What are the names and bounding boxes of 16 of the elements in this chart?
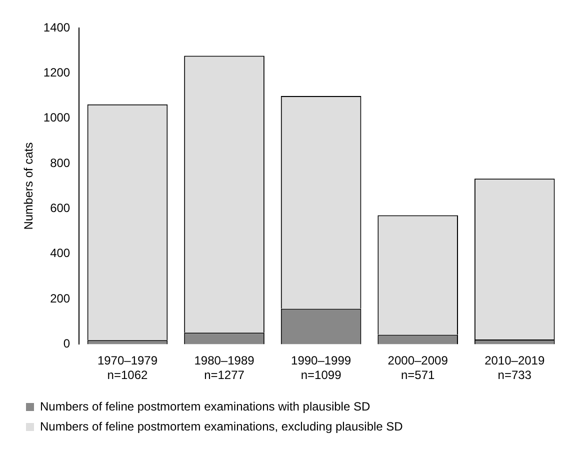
y-tick-label: 1200 (43, 65, 70, 80)
y-tick-label: 0 (63, 336, 70, 351)
x-tick-label: 2000–2009 n=571 (388, 354, 448, 382)
legend-label: Numbers of feline postmortem examinations, excluding plausible SD (40, 419, 404, 434)
x-tick-label: 1970–1979 n=1062 (97, 354, 158, 382)
y-tick-label: 1000 (43, 110, 70, 125)
y-tick-label: 400 (50, 246, 70, 260)
legend-label: Numbers of feline postmortem examinations with plausible SD (40, 399, 370, 414)
y-tick-label: 1400 (43, 20, 70, 34)
y-axis-title: Numbers of cats (22, 142, 36, 230)
y-tick-label: 200 (50, 291, 70, 306)
y-tick-label: 600 (50, 201, 70, 215)
x-tick-label: 1990–1999 n=1099 (291, 354, 352, 382)
x-tick-label: 1980–1989 n=1277 (194, 354, 255, 382)
y-tick-label: 800 (50, 156, 70, 170)
x-tick-label: 2010–2019 n=733 (484, 354, 545, 382)
